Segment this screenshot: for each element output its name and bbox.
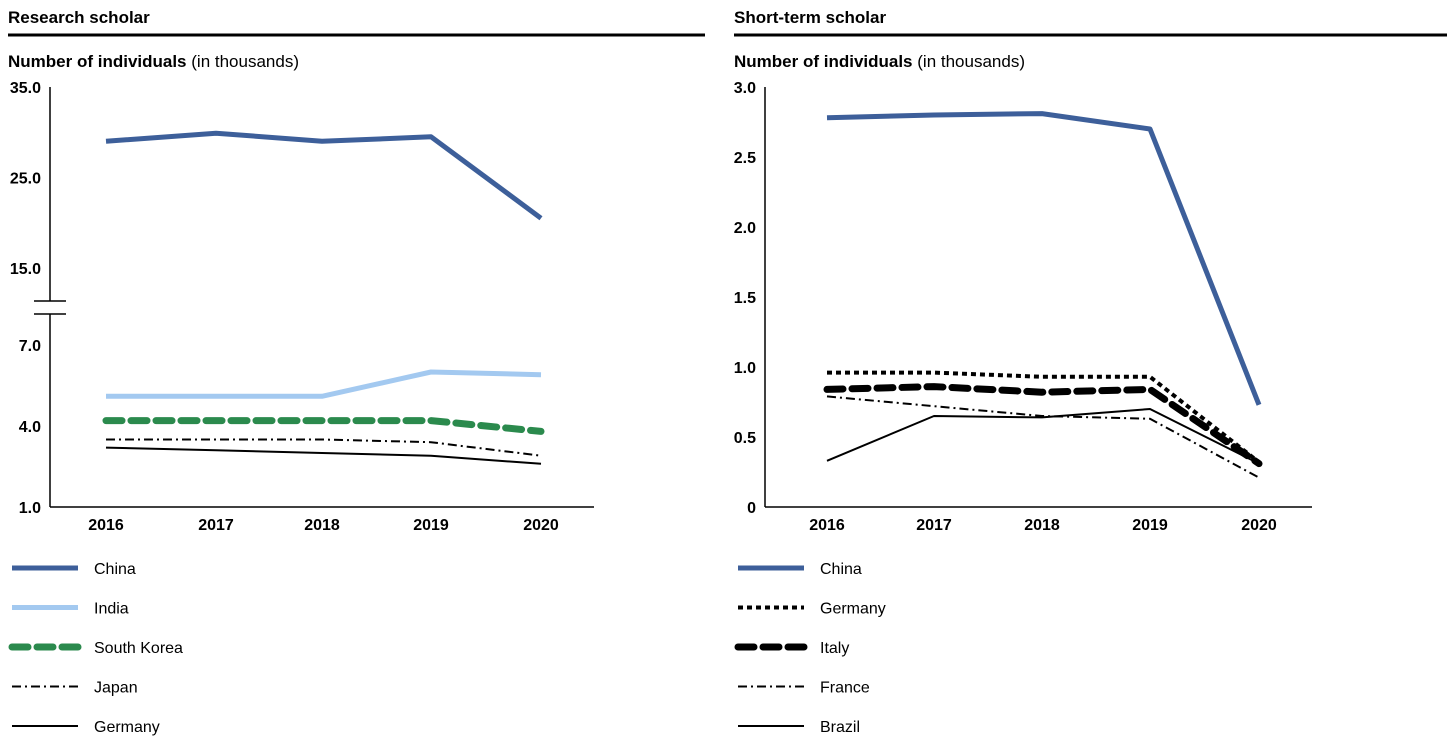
y-tick-label: 35.0 (10, 80, 41, 97)
x-tick-label: 2019 (413, 517, 449, 534)
y-axis-label-main: Number of individuals (8, 52, 187, 71)
y-tick-label: 15.0 (10, 261, 41, 278)
y-tick-label: 1.0 (19, 500, 41, 517)
x-tick-label: 2020 (1241, 517, 1277, 534)
series-line-japan (106, 438, 542, 457)
legend-label-japan: Japan (94, 680, 138, 697)
x-tick-label: 2017 (198, 517, 234, 534)
legend-label-italy: Italy (820, 640, 849, 657)
chart-panel-research-scholar: Research scholar Number of individuals (i… (8, 8, 705, 736)
series-line-italy (823, 383, 1263, 468)
x-tick-label: 2017 (916, 517, 952, 534)
y-tick-label: 3.0 (734, 80, 756, 97)
legend-label-south-korea: South Korea (94, 640, 183, 657)
series-line-brazil (826, 408, 1260, 465)
series-line-india (106, 369, 542, 399)
x-tick-label: 2020 (523, 517, 559, 534)
legend-label-brazil: Brazil (820, 719, 860, 736)
x-tick-label: 2016 (809, 517, 845, 534)
y-axis-label: Number of individuals (in thousands) (734, 52, 1025, 71)
y-tick-label: 7.0 (19, 338, 41, 355)
series-line-germany (827, 370, 1261, 464)
y-tick-label: 4.0 (19, 419, 41, 436)
legend-label-india: India (94, 601, 129, 618)
series-line-china (105, 130, 543, 221)
series-line-france (826, 395, 1260, 479)
y-axis-label-unit: (in thousands) (187, 52, 299, 71)
legend-label-china: China (94, 561, 136, 578)
y-tick-label: 0.5 (734, 430, 756, 447)
y-axis-label-main: Number of individuals (734, 52, 913, 71)
y-tick-label: 2.5 (734, 150, 756, 167)
panel-title: Research scholar (8, 8, 150, 27)
y-tick-label: 0 (747, 500, 756, 517)
legend-label-france: France (820, 680, 870, 697)
y-tick-label: 2.0 (734, 220, 756, 237)
legend-label-germany: Germany (94, 719, 160, 736)
y-tick-label: 1.5 (734, 290, 756, 307)
y-tick-label: 25.0 (10, 171, 41, 188)
series-line-china (826, 111, 1262, 406)
y-tick-label: 1.0 (734, 360, 756, 377)
x-tick-label: 2019 (1132, 517, 1168, 534)
chart-panel-short-term-scholar: Short-term scholar Number of individuals … (734, 8, 1447, 736)
legend-label-germany: Germany (820, 601, 886, 618)
x-tick-label: 2016 (88, 517, 124, 534)
series-line-germany (105, 446, 542, 465)
legend-label-china: China (820, 561, 862, 578)
y-axis-label: Number of individuals (in thousands) (8, 52, 299, 71)
y-axis-label-unit: (in thousands) (913, 52, 1025, 71)
panel-title: Short-term scholar (734, 8, 886, 27)
x-tick-label: 2018 (1024, 517, 1060, 534)
series-line-south-korea (102, 417, 545, 435)
x-tick-label: 2018 (304, 517, 340, 534)
